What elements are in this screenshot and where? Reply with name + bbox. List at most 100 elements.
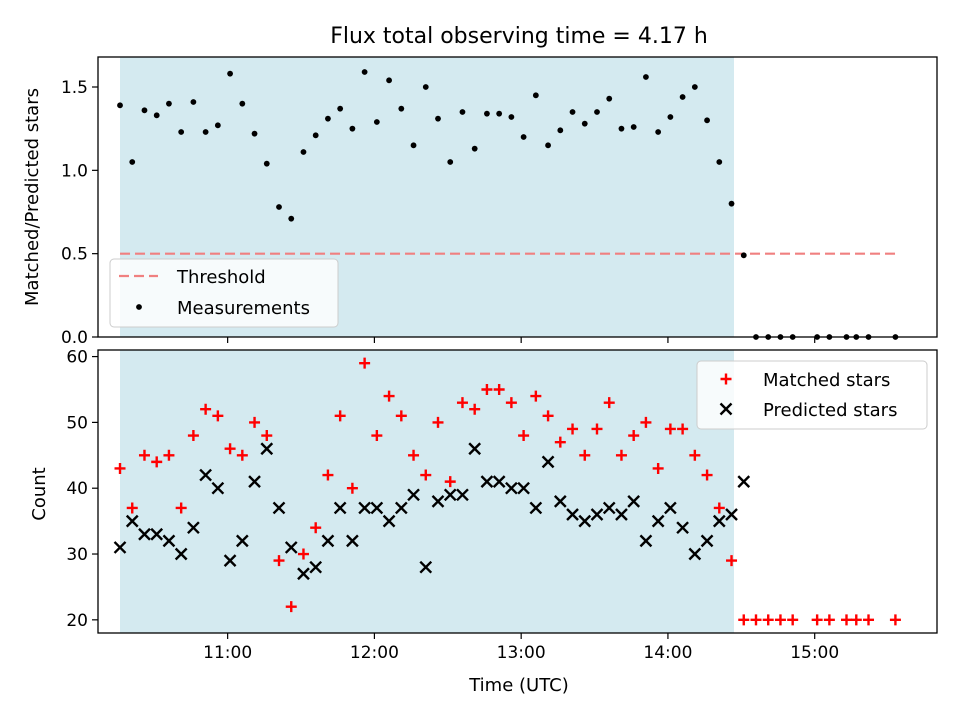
top-legend-box [109, 258, 339, 328]
predicted-star-point [199, 468, 212, 482]
predicted-star-point [700, 534, 714, 548]
measurement-point [227, 70, 233, 77]
legend-matched-swatch [720, 373, 732, 385]
matched-star-point [554, 436, 566, 448]
measurement-point [618, 125, 625, 132]
measurement-point [557, 127, 564, 134]
matched-star-point [163, 449, 175, 461]
predicted-star-point [492, 475, 506, 488]
bottom-y-tick-label: 40 [66, 479, 88, 499]
predicted-star-point [260, 442, 274, 456]
predicted-star-point [162, 534, 176, 548]
measurement-point [141, 107, 148, 114]
predicted-star-point [566, 508, 579, 521]
matched-star-point [444, 476, 456, 488]
measurement-point [373, 119, 380, 125]
measurement-point [679, 94, 686, 100]
measurement-point [214, 122, 221, 129]
predicted-star-point [284, 541, 298, 554]
matched-star-point [689, 449, 701, 461]
measurement-point [630, 124, 637, 130]
matched-star-point [273, 555, 285, 567]
matched-star-point [310, 522, 322, 534]
predicted-star-point [333, 501, 347, 515]
measurement-point [202, 129, 209, 135]
predicted-star-point [725, 508, 738, 521]
bottom-observing-window [120, 350, 734, 633]
measurement-point [569, 109, 576, 115]
predicted-star-point [187, 521, 200, 535]
matched-star-point [603, 397, 615, 409]
top-y-tick-label: 1.5 [61, 78, 88, 98]
predicted-star-point [138, 527, 151, 541]
bottom-y-axis-label: Count [29, 467, 50, 520]
predicted-star-point [590, 508, 604, 521]
matched-star-point [187, 430, 199, 442]
top-panel: 0.0 0.5 1.0 1.5 Threshold Measurements [61, 56, 938, 348]
matched-star-point [567, 423, 579, 435]
bottom-series-predicted-stars [113, 442, 751, 581]
matched-star-point [359, 357, 371, 369]
predicted-star-point [505, 481, 518, 495]
measurement-point [422, 84, 429, 90]
measurement-point [594, 109, 600, 115]
matched-star-point [591, 423, 603, 435]
measurement-point [545, 142, 551, 149]
predicted-star-point [358, 501, 371, 515]
predicted-star-point [125, 514, 139, 528]
matched-star-point [212, 410, 224, 422]
measurement-point [178, 129, 185, 135]
matched-star-point [346, 482, 358, 494]
measurement-point [337, 105, 344, 112]
predicted-star-point [639, 534, 653, 548]
measurement-point [263, 160, 270, 167]
matched-star-point [261, 430, 273, 442]
predicted-star-point [517, 481, 530, 495]
measurement-point [288, 215, 295, 222]
matched-star-point [481, 383, 493, 395]
matched-star-point [371, 430, 383, 442]
predicted-star-point [480, 475, 494, 488]
matched-star-point [787, 614, 799, 626]
predicted-star-point [553, 495, 567, 508]
matched-star-point [505, 397, 517, 409]
predicted-star-point [431, 495, 445, 508]
matched-star-point [175, 502, 187, 514]
measurement-point [117, 102, 123, 109]
bottom-y-tick-label: 30 [66, 545, 88, 565]
predicted-star-point [541, 455, 555, 469]
bottom-axes-frame [97, 349, 938, 634]
measurement-point [667, 114, 674, 120]
measurement-point [276, 204, 282, 210]
matched-star-point [408, 449, 420, 461]
predicted-star-point [651, 514, 665, 528]
top-series-measurements [117, 69, 899, 340]
measurement-point [349, 125, 356, 132]
matched-star-point [518, 430, 530, 442]
matched-star-point [383, 390, 395, 402]
measurement-point [691, 84, 698, 90]
measurement-point [239, 100, 246, 107]
predicted-star-point [443, 488, 457, 502]
x-tick-label: 13:00 [497, 643, 546, 663]
matched-star-point [493, 383, 505, 395]
matched-star-point [850, 614, 862, 626]
measurement-point [398, 105, 405, 112]
x-tick-label: 14:00 [643, 643, 692, 663]
matched-star-point [640, 416, 652, 428]
matched-star-point [726, 555, 738, 567]
measurement-point [471, 145, 478, 152]
matched-star-point [811, 614, 823, 626]
matched-star-point [114, 462, 126, 474]
predicted-star-point [297, 567, 310, 581]
measurement-point [251, 130, 258, 137]
predicted-star-point [615, 508, 628, 521]
matched-star-point [652, 462, 664, 474]
x-tick-label: 11:00 [203, 643, 252, 663]
measurement-point [166, 100, 172, 107]
matched-star-point [200, 403, 212, 415]
predicted-star-point [394, 501, 408, 515]
measurement-point [704, 117, 710, 124]
x-tick-label: 12:00 [350, 643, 399, 663]
matched-star-point [432, 416, 444, 428]
